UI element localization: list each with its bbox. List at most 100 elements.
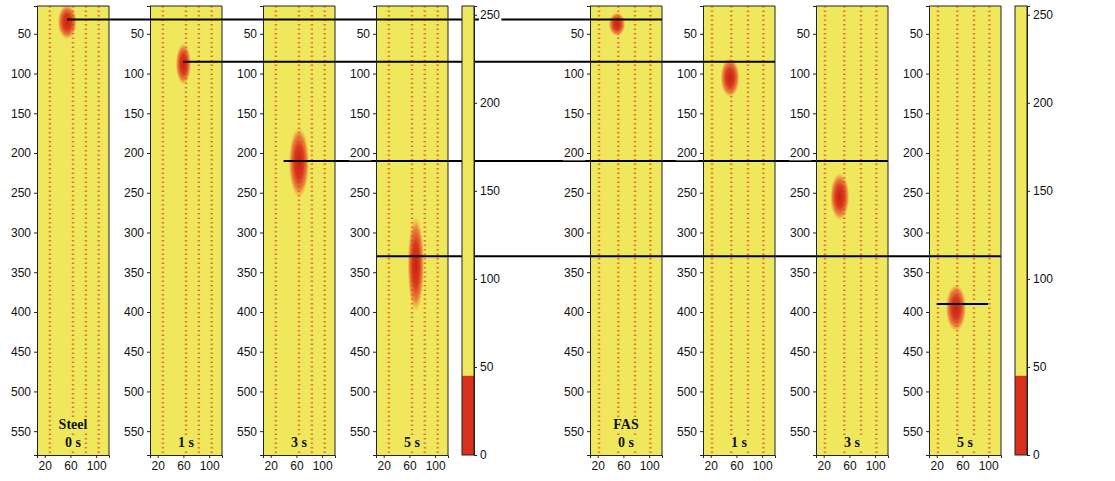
tick-mark	[587, 74, 590, 75]
tick: 100	[979, 455, 999, 473]
tick-mark	[34, 193, 37, 194]
tick: 20	[265, 455, 279, 473]
label-patch	[676, 345, 698, 359]
tick: 60	[290, 455, 304, 473]
label-patch	[236, 305, 258, 319]
tick-label: 100	[11, 67, 31, 81]
tick-mark	[700, 113, 703, 114]
label-patch	[616, 435, 637, 450]
axis-line	[1028, 7, 1031, 456]
tick: 20	[818, 455, 832, 473]
tick-label: 350	[350, 266, 370, 280]
panel-label: 0 s	[616, 435, 637, 450]
tick-label: 100	[790, 67, 810, 81]
tick: 550	[902, 424, 929, 438]
label-patch	[123, 107, 145, 121]
tick-label: 100	[480, 272, 500, 286]
label-patch	[842, 435, 863, 450]
plot-area	[929, 6, 1001, 455]
label-patch	[676, 226, 698, 240]
tick: 350	[10, 266, 37, 280]
tick-mark	[373, 272, 376, 273]
panel-background	[703, 6, 775, 455]
tick: 400	[10, 305, 37, 319]
tick-label: 450	[564, 345, 584, 359]
tick-mark	[926, 153, 929, 154]
label-patch	[236, 146, 258, 160]
stripe	[275, 6, 278, 455]
tick: 450	[676, 345, 703, 359]
label-patch	[789, 146, 811, 160]
stripe	[762, 6, 765, 455]
label-patch	[123, 226, 145, 240]
axis: 50100150200250300350400450500550	[789, 7, 817, 456]
frame-top	[150, 6, 222, 7]
tick: 500	[563, 385, 590, 399]
tick-label: 150	[677, 107, 697, 121]
label-patch	[789, 385, 811, 399]
tick: 50	[570, 27, 590, 41]
tick: 20	[931, 455, 945, 473]
tick-mark	[34, 272, 37, 273]
label-patch	[356, 27, 372, 41]
colorbar-low	[1015, 376, 1027, 455]
tick-label: 100	[753, 459, 773, 473]
tick: 350	[789, 266, 816, 280]
label-patch	[10, 146, 32, 160]
axis: 2060100	[591, 455, 663, 473]
tick: 350	[676, 266, 703, 280]
label-patch	[10, 385, 32, 399]
stripe	[860, 6, 863, 455]
tick-label: 450	[11, 345, 31, 359]
colorbar: 050100150200250	[462, 6, 501, 462]
label-patch	[955, 435, 976, 450]
tick-label: 100	[640, 459, 660, 473]
panel-axes: 501001502002503003504004505005502060100	[676, 6, 776, 473]
tick-mark	[813, 153, 816, 154]
tick-mark	[260, 153, 263, 154]
tick-label: 400	[237, 305, 257, 319]
tick-mark	[700, 431, 703, 432]
tick-mark	[1027, 15, 1030, 16]
tick-label: 550	[350, 424, 370, 438]
tick: 100	[236, 67, 263, 81]
tick-mark	[1027, 367, 1030, 368]
panel-background	[37, 6, 109, 455]
tick: 150	[236, 107, 263, 121]
tick-mark	[373, 312, 376, 313]
reference-line	[67, 19, 662, 21]
label-patch	[1032, 96, 1054, 110]
tick-mark	[813, 34, 816, 35]
panel	[376, 6, 448, 455]
label-patch	[796, 27, 812, 41]
tick: 100	[10, 67, 37, 81]
tick: 400	[349, 305, 376, 319]
label-patch	[236, 186, 258, 200]
tick-mark	[474, 15, 477, 16]
axis: 2060100	[38, 455, 110, 473]
label-patch	[563, 226, 585, 240]
tick-label: 350	[124, 266, 144, 280]
tick-label: 200	[1033, 96, 1053, 110]
label-patch	[909, 27, 925, 41]
tick-mark	[474, 279, 477, 280]
label-patch	[563, 107, 585, 121]
tick-mark	[474, 103, 477, 104]
label-patch	[902, 226, 924, 240]
tick-mark	[373, 74, 376, 75]
label-patch	[1032, 8, 1054, 22]
tick-mark	[700, 352, 703, 353]
tick-mark	[1027, 191, 1030, 192]
tick-label: 150	[350, 107, 370, 121]
tick: 50	[1027, 360, 1048, 374]
tick-label: 200	[903, 146, 923, 160]
tick: 500	[902, 385, 929, 399]
tick-label: 100	[903, 67, 923, 81]
tick-label: 300	[790, 226, 810, 240]
axis: 2060100	[817, 455, 889, 473]
tick-mark	[260, 391, 263, 392]
frame-top	[816, 6, 888, 7]
stripe	[956, 6, 959, 455]
tick: 100	[866, 455, 886, 473]
label-patch	[902, 146, 924, 160]
